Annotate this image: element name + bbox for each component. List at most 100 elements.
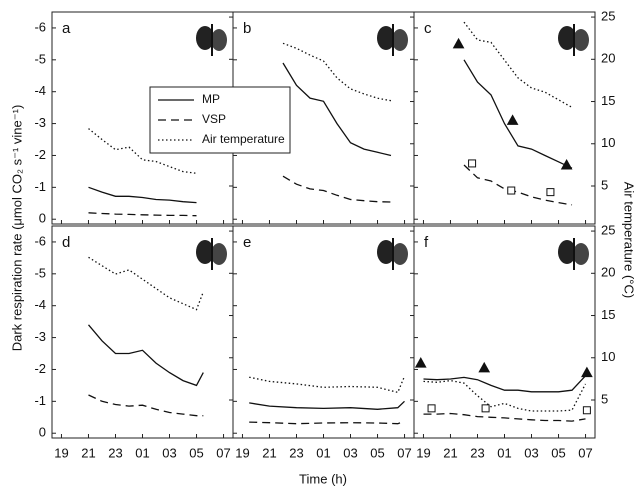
square-point [582, 406, 591, 415]
x-tick-label: 21 [443, 445, 457, 460]
triangle-point [581, 366, 593, 378]
vine-icon [377, 238, 408, 270]
series-line [282, 175, 392, 203]
y2-tick-label: 15 [601, 307, 615, 322]
y-tick-label: -3 [34, 329, 46, 344]
icon-leaf [392, 29, 408, 51]
icon-leaf [211, 29, 227, 51]
x-tick-label: 01 [497, 445, 511, 460]
triangle-point [452, 37, 465, 49]
series-line [423, 375, 586, 393]
series-line [249, 376, 406, 394]
legend-label: VSP [202, 112, 226, 126]
y2-tick-label: 25 [601, 9, 615, 24]
y2-tick-label: 5 [601, 177, 608, 192]
y-tick-label: -3 [34, 115, 46, 130]
series-line [88, 256, 204, 311]
y2-tick-label: 10 [601, 349, 615, 364]
panel-label: b [243, 20, 251, 37]
y2-axis-title: Air temperature (°C) [622, 182, 637, 298]
series-line [463, 59, 573, 169]
y-tick-label: -2 [34, 361, 46, 376]
square-point [507, 186, 516, 195]
y-tick-label: -5 [34, 51, 46, 66]
x-tick-label: 05 [370, 445, 384, 460]
triangle-point [478, 361, 491, 373]
vine-icon [377, 24, 408, 56]
y2-tick-label: 25 [601, 223, 615, 238]
y2-tick-label: 20 [601, 265, 615, 280]
icon-leaf [573, 29, 589, 51]
series-line [88, 212, 197, 217]
x-tick-label: 03 [524, 445, 538, 460]
icon-leaf [558, 26, 576, 50]
y-tick-label: -4 [34, 297, 46, 312]
x-tick-label: 19 [54, 445, 68, 460]
x-tick-label: 03 [162, 445, 176, 460]
y2-tick-label: 5 [601, 391, 608, 406]
x-tick-label: 01 [316, 445, 330, 460]
series-line [423, 412, 586, 422]
series-line [249, 420, 405, 425]
x-tick-label: 07 [216, 445, 230, 460]
x-tick-label: 07 [397, 445, 411, 460]
series-line [88, 128, 197, 174]
series-line [88, 186, 197, 204]
y2-tick-label: 20 [601, 51, 615, 66]
x-tick-label: 23 [108, 445, 122, 460]
y2-tick-label: 15 [601, 93, 615, 108]
y-tick-label: -5 [34, 265, 46, 280]
series-line [282, 42, 392, 102]
series-line [249, 400, 405, 410]
panel-label: a [62, 20, 71, 37]
x-tick-label: 23 [470, 445, 484, 460]
square-point [546, 188, 555, 197]
triangle-point [414, 357, 427, 368]
square-point [481, 404, 490, 413]
legend-label: MP [202, 92, 220, 106]
icon-leaf [558, 240, 576, 264]
icon-leaf [392, 243, 408, 265]
x-axis-title: Time (h) [299, 471, 347, 486]
x-tick-label: 19 [235, 445, 249, 460]
y-tick-label: -6 [34, 19, 46, 34]
x-tick-label: 07 [578, 445, 592, 460]
y-tick-label: 0 [39, 211, 46, 226]
vine-icon [196, 238, 227, 270]
x-tick-label: 19 [416, 445, 430, 460]
x-tick-label: 23 [289, 445, 303, 460]
series-line [423, 379, 587, 412]
x-tick-label: 21 [262, 445, 276, 460]
series-line [463, 164, 573, 206]
icon-leaf [573, 243, 589, 265]
y-tick-label: -1 [34, 393, 46, 408]
vine-icon [558, 24, 589, 56]
triangle-point [506, 114, 519, 125]
series-line [88, 324, 204, 387]
x-tick-label: 01 [135, 445, 149, 460]
series-line [282, 62, 392, 157]
x-tick-label: 05 [189, 445, 203, 460]
triangle-point [560, 158, 573, 170]
legend-label: Air temperature [202, 132, 285, 146]
panel-label: c [424, 20, 432, 37]
y-tick-label: -4 [34, 83, 46, 98]
square-point [427, 404, 436, 413]
y-tick-label: -1 [34, 179, 46, 194]
y-axis-title: Dark respiration rate (μmol CO₂ s⁻¹ vine… [9, 105, 24, 352]
icon-leaf [211, 243, 227, 265]
y2-tick-label: 10 [601, 135, 615, 150]
square-point [468, 159, 477, 168]
vine-icon [558, 238, 589, 270]
panel-label: e [243, 234, 251, 251]
x-tick-label: 05 [551, 445, 565, 460]
panel-label: f [424, 234, 429, 251]
icon-leaf [377, 240, 395, 264]
y-tick-label: 0 [39, 425, 46, 440]
y-tick-label: -2 [34, 147, 46, 162]
x-tick-label: 03 [343, 445, 357, 460]
vine-icon [196, 24, 227, 56]
series-line [88, 394, 204, 417]
icon-leaf [196, 240, 214, 264]
